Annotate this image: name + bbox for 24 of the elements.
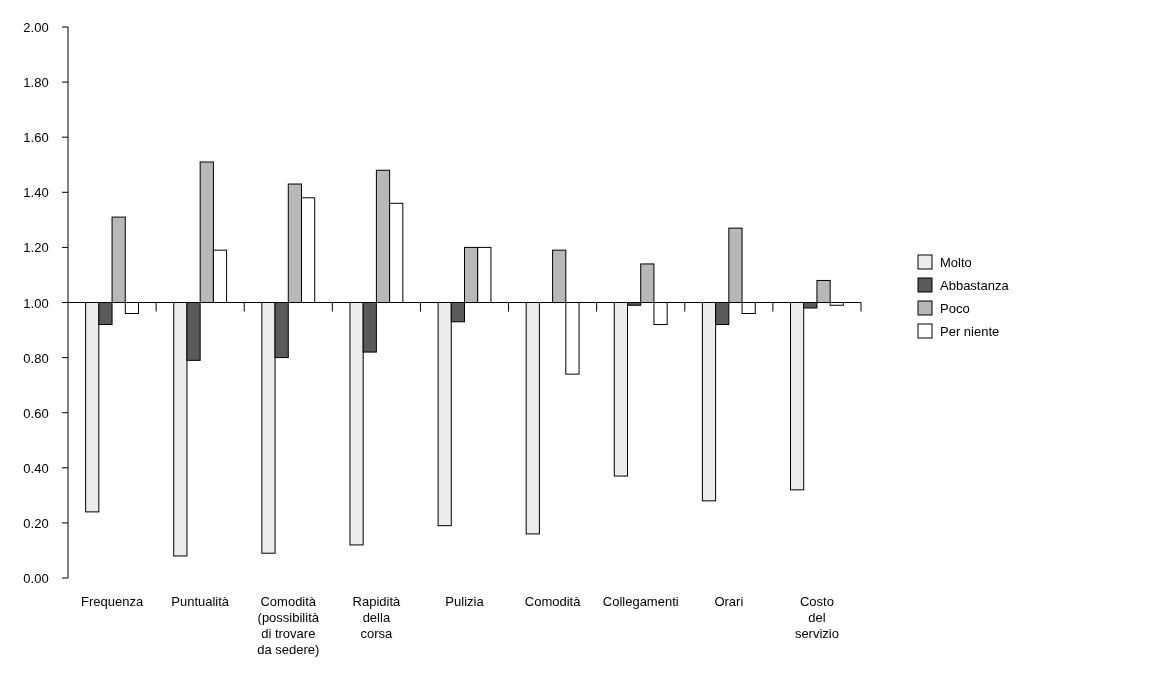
x-tick-label: Frequenza [80, 594, 144, 609]
y-tick-label: 0.80 [23, 350, 49, 366]
legend-label: Poco [940, 301, 970, 316]
x-tick-label: Collegamenti [602, 594, 679, 609]
x-tick-label: Rapidità della corsa [352, 594, 401, 641]
legend-label: Abbastanza [940, 278, 1010, 293]
y-tick-label: 0.20 [23, 515, 49, 531]
x-tick-label: Pulizia [445, 594, 485, 609]
y-tick-label: 1.80 [23, 75, 49, 91]
y-tick-label: 1.60 [23, 130, 49, 146]
x-tick-label: Orari [714, 594, 744, 609]
x-tick-label: Puntualità [171, 594, 230, 609]
y-tick-label: 1.20 [23, 240, 49, 256]
legend-label: Per niente [940, 324, 1000, 339]
y-tick-label: 0.60 [23, 405, 49, 421]
y-tick-label: 1.40 [23, 185, 49, 201]
x-tick-label: Comodità [524, 594, 582, 609]
y-tick-label: 0.00 [23, 571, 49, 586]
x-tick-label: Comodità (possibilità di trovare da sedere) [257, 594, 320, 657]
y-tick-label: 2.00 [23, 20, 49, 35]
y-tick-label: 1.00 [23, 295, 49, 311]
legend-label: Molto [940, 255, 972, 270]
x-tick-label: Costo del servizio [794, 594, 839, 641]
y-tick-label: 0.40 [23, 460, 49, 476]
